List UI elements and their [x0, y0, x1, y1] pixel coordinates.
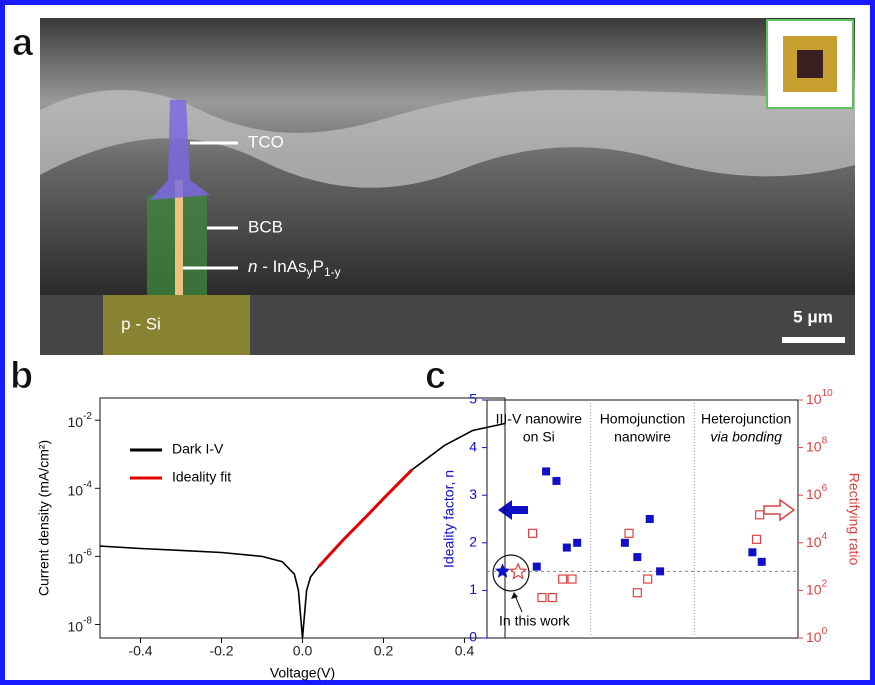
tick-exponent: -2	[83, 411, 92, 422]
tick-exponent: 4	[822, 530, 828, 541]
tick-base: 10	[806, 534, 822, 550]
highlight-circle	[492, 554, 530, 592]
tick-label: 10-8	[68, 615, 93, 634]
tick-base: 10	[68, 414, 84, 430]
label-nanowire: n - InAsyP1-y	[248, 257, 341, 279]
tick-label: -0.4	[128, 643, 152, 659]
label-bcb: BCB	[248, 217, 283, 236]
tick-label: 4	[469, 438, 477, 454]
label-psi: p - Si	[121, 314, 161, 333]
square-marker	[656, 567, 665, 576]
square-marker	[633, 553, 642, 562]
tick-label: 102	[806, 578, 828, 597]
square-marker	[532, 562, 541, 571]
tick-base: 10	[806, 486, 822, 502]
region-label: nanowire	[614, 429, 671, 445]
star-marker	[509, 562, 528, 580]
tick-label: -0.2	[209, 643, 233, 659]
tick-exponent: 10	[822, 388, 834, 399]
square-marker	[542, 467, 551, 476]
tick-base: 10	[68, 550, 84, 566]
y-axis-label: Current density (mA/cm²)	[36, 440, 52, 596]
legend-label: Dark I-V	[172, 441, 224, 457]
scale-bar-label: 5 μm	[793, 307, 833, 326]
tick-label: 3	[469, 486, 477, 502]
tick-base: 10	[68, 618, 84, 634]
tick-label: 10-2	[68, 411, 93, 430]
tick-label: 0	[469, 629, 477, 645]
region-label: on Si	[523, 429, 555, 445]
tick-base: 10	[806, 581, 822, 597]
square-marker	[558, 574, 568, 584]
square-marker	[755, 510, 765, 520]
x-axis-label: Voltage(V)	[270, 665, 335, 681]
annotation: In this work	[499, 613, 571, 629]
panel-label: a	[12, 22, 34, 64]
tick-label: 1	[469, 581, 477, 597]
panel-label: c	[425, 355, 446, 397]
square-marker	[645, 515, 654, 523]
text: - InAs	[257, 257, 306, 276]
sem-image	[40, 18, 855, 355]
region-label: via bonding	[710, 429, 782, 445]
tick-label: 104	[806, 530, 828, 549]
region-label: III-V nanowire	[496, 411, 583, 427]
region-label: Heterojunction	[701, 411, 791, 427]
square-marker	[620, 538, 629, 547]
tick-label: 106	[806, 483, 828, 502]
tick-label: 5	[469, 391, 477, 407]
tick-label: 0.0	[293, 643, 313, 659]
text: y	[307, 265, 313, 279]
tick-base: 10	[806, 438, 822, 454]
tick-exponent: 0	[822, 626, 828, 637]
tick-exponent: -6	[83, 547, 92, 558]
tick-exponent: -8	[83, 615, 92, 626]
square-marker	[552, 476, 561, 485]
square-marker	[528, 528, 538, 538]
square-marker	[748, 548, 757, 557]
tick-base: 10	[68, 482, 84, 498]
tick-label: 0.2	[374, 643, 394, 659]
square-marker	[632, 588, 642, 598]
legend-label: Ideality fit	[172, 469, 231, 485]
square-marker	[624, 528, 634, 538]
square-marker	[751, 534, 762, 544]
right-axis-arrow	[763, 498, 796, 522]
star-marker	[494, 563, 511, 578]
tick-label: 100	[806, 626, 828, 645]
arrowhead	[511, 592, 518, 599]
square-marker	[567, 574, 577, 584]
tick-label: 10-6	[68, 547, 93, 566]
tick-label: 10-4	[68, 479, 93, 498]
plot-frame	[486, 399, 799, 639]
label-tco: TCO	[248, 132, 284, 151]
tick-label: 108	[806, 435, 828, 454]
square-marker	[562, 543, 571, 552]
tick-label: 2	[469, 534, 477, 550]
text: P	[313, 257, 324, 276]
y2-axis-label: Rectifying ratio	[846, 473, 862, 566]
tick-exponent: 8	[822, 435, 828, 446]
tick-exponent: 6	[822, 483, 828, 494]
square-marker	[757, 557, 766, 566]
panel-label: b	[10, 355, 33, 397]
tick-label: 1010	[806, 388, 833, 407]
tick-base: 10	[806, 629, 822, 645]
data-line	[317, 468, 413, 568]
square-marker	[573, 538, 582, 547]
y-axis-label: Ideality factor, n	[441, 470, 457, 568]
text: n	[248, 257, 257, 276]
tick-exponent: 2	[822, 578, 828, 589]
tick-exponent: -4	[83, 479, 92, 490]
square-marker	[643, 574, 653, 584]
square-marker	[537, 592, 547, 603]
text: 1-y	[324, 265, 341, 279]
region-label: Homojunction	[600, 411, 686, 427]
square-marker	[547, 592, 557, 603]
tick-label: 0.4	[455, 643, 475, 659]
tick-base: 10	[806, 391, 822, 407]
